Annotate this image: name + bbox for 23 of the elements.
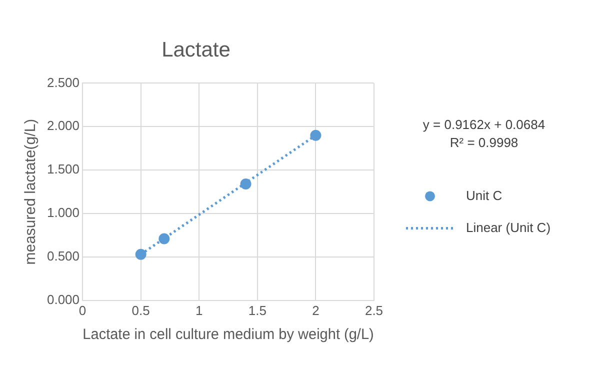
text: y = 0.9162x + 0.0684 (422, 116, 546, 132)
point (310, 130, 322, 141)
y-tick-label: 0.000 (46, 292, 80, 307)
legend-label: Linear (Unit C) (466, 220, 551, 235)
point (240, 178, 252, 190)
x-tick-label: 2 (312, 302, 320, 318)
x-tick-label: 0 (78, 302, 86, 318)
y-axis-title: measured lactate(g/L) (22, 118, 40, 265)
y-tick-label: 1.500 (46, 162, 80, 177)
y-tick-label: 2.000 (46, 118, 80, 134)
x-tick-label: 1 (196, 302, 203, 318)
chart-title: Lactate (162, 38, 230, 62)
x-tick-label: 2.5 (364, 302, 384, 318)
point (135, 248, 146, 260)
x-axis-title: Lactate in cell culture medium by weight (g/L) (82, 326, 374, 344)
legend-label: Unit C (466, 188, 502, 203)
point (158, 233, 170, 244)
text: R² = 0.9998 (450, 134, 518, 150)
x-tick-label: 1.5 (248, 302, 266, 318)
y-tick-label: 2.500 (46, 74, 80, 90)
x-tick-label: 0.5 (132, 302, 150, 318)
y-tick-label: 0.500 (46, 248, 80, 264)
y-tick-label: 1.000 (46, 205, 80, 220)
